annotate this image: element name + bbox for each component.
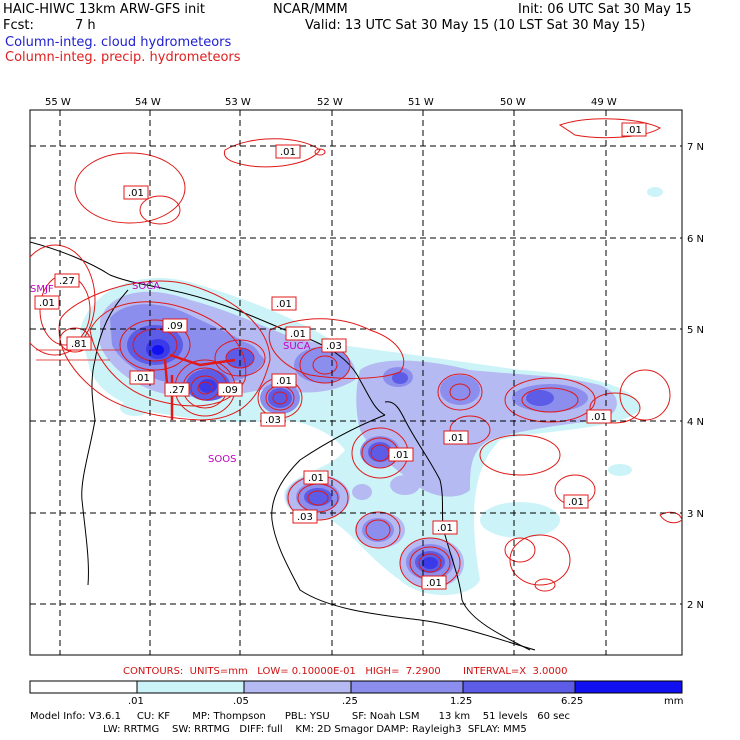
svg-text:.01: .01 — [437, 523, 453, 534]
contour-label: .01 — [432, 520, 458, 535]
svg-text:.01: .01 — [280, 147, 296, 158]
model-info-line-1: Model Info: V3.6.1 CU: KF MP: Thompson P… — [30, 711, 570, 722]
scale-label: .01 — [128, 696, 144, 707]
svg-text:.01: .01 — [290, 329, 306, 340]
svg-text:.03: .03 — [297, 512, 313, 523]
contours-info: CONTOURS: UNITS=mm LOW= 0.10000E-01 HIGH… — [123, 666, 568, 677]
contour-label: .01 — [303, 470, 329, 485]
svg-text:.09: .09 — [167, 321, 183, 332]
contour-label: .01 — [34, 295, 60, 310]
contour-label: .01 — [443, 430, 469, 445]
svg-text:.09: .09 — [222, 385, 238, 396]
contour-label: .01 — [563, 494, 589, 509]
contour-label: .01 — [421, 575, 447, 590]
svg-text:.27: .27 — [59, 276, 75, 287]
scale-label: 6.25 — [561, 696, 583, 707]
svg-text:.01: .01 — [128, 188, 144, 199]
contour-label: .81 — [66, 336, 92, 351]
lat-lon-grid — [30, 110, 682, 655]
svg-text:.27: .27 — [169, 385, 185, 396]
contour-label: .01 — [388, 447, 414, 462]
svg-text:.01: .01 — [568, 497, 584, 508]
svg-text:.01: .01 — [626, 125, 642, 136]
lon-label: 51 W — [408, 97, 434, 108]
svg-text:.01: .01 — [591, 412, 607, 423]
svg-text:.01: .01 — [308, 473, 324, 484]
lat-label: 6 N — [687, 234, 704, 245]
svg-text:.01: .01 — [134, 373, 150, 384]
contour-label: .01 — [271, 373, 297, 388]
svg-text:.03: .03 — [265, 415, 281, 426]
contour-label: .27 — [164, 382, 190, 397]
contour-value-labels: .01 .01 .01 .27 .01 .01 .09 .01 .03 .81 … — [34, 122, 647, 590]
legend-cloud-hydrometeors: Column-integ. cloud hydrometeors — [5, 35, 232, 50]
lat-label: 3 N — [687, 509, 704, 520]
lon-label: 50 W — [500, 97, 526, 108]
lat-label: 2 N — [687, 600, 704, 611]
svg-text:.01: .01 — [276, 376, 292, 387]
lat-label: 7 N — [687, 142, 704, 153]
lon-label: 55 W — [45, 97, 71, 108]
contour-label: .09 — [217, 382, 243, 397]
contour-label: .01 — [129, 370, 155, 385]
contour-label: .27 — [54, 273, 80, 288]
cloud-shading — [80, 187, 663, 595]
org-label: NCAR/MMM — [273, 2, 348, 17]
contour-label: .01 — [586, 409, 612, 424]
scale-labels: .01 .05 .25 1.25 6.25 mm — [128, 696, 683, 707]
station-labels: SMJF SOCA SUCA SOOS — [30, 281, 311, 465]
lat-label: 4 N — [687, 417, 704, 428]
forecast-hours: 7 h — [75, 18, 96, 33]
model-title: HAIC-HIWC 13km ARW-GFS init — [3, 2, 205, 17]
longitude-labels: 55 W 54 W 53 W 52 W 51 W 50 W 49 W — [45, 97, 617, 108]
scale-unit: mm — [664, 696, 683, 707]
contour-label: .01 — [123, 185, 149, 200]
lat-label: 5 N — [687, 325, 704, 336]
svg-text:.01: .01 — [39, 298, 55, 309]
scale-label: 1.25 — [450, 696, 472, 707]
svg-text:.01: .01 — [426, 578, 442, 589]
contour-label: .09 — [162, 318, 188, 333]
contour-label: .03 — [321, 338, 347, 353]
station-suca: SUCA — [283, 341, 311, 352]
lon-label: 52 W — [317, 97, 343, 108]
color-scale-bar — [29, 680, 683, 694]
contour-label: .01 — [275, 144, 301, 159]
forecast-label: Fcst: — [3, 18, 34, 33]
station-soos: SOOS — [208, 454, 236, 465]
contour-label: .03 — [260, 412, 286, 427]
station-smjp: SMJF — [30, 284, 54, 295]
svg-text:.03: .03 — [326, 341, 342, 352]
svg-text:.01: .01 — [276, 299, 292, 310]
svg-text:.01: .01 — [448, 433, 464, 444]
init-time: Init: 06 UTC Sat 30 May 15 — [518, 2, 692, 17]
scale-label: .25 — [342, 696, 358, 707]
legend-precip-hydrometeors: Column-integ. precip. hydrometeors — [5, 50, 241, 65]
contour-label: .01 — [621, 122, 647, 137]
station-soca: SOCA — [132, 281, 160, 292]
svg-text:.81: .81 — [71, 339, 87, 350]
valid-time: Valid: 13 UTC Sat 30 May 15 (10 LST Sat … — [305, 18, 646, 33]
lon-label: 54 W — [135, 97, 161, 108]
contour-label: .01 — [285, 326, 311, 341]
contour-label: .01 — [271, 296, 297, 311]
lon-label: 53 W — [225, 97, 251, 108]
svg-text:.01: .01 — [393, 450, 409, 461]
latitude-labels: 7 N 6 N 5 N 4 N 3 N 2 N — [687, 142, 704, 611]
lon-label: 49 W — [591, 97, 617, 108]
model-info-line-2: LW: RRTMG SW: RRTMG DIFF: full KM: 2D Sm… — [30, 724, 527, 735]
scale-label: .05 — [233, 696, 249, 707]
coastline — [30, 241, 536, 651]
contour-label: .03 — [292, 509, 318, 524]
